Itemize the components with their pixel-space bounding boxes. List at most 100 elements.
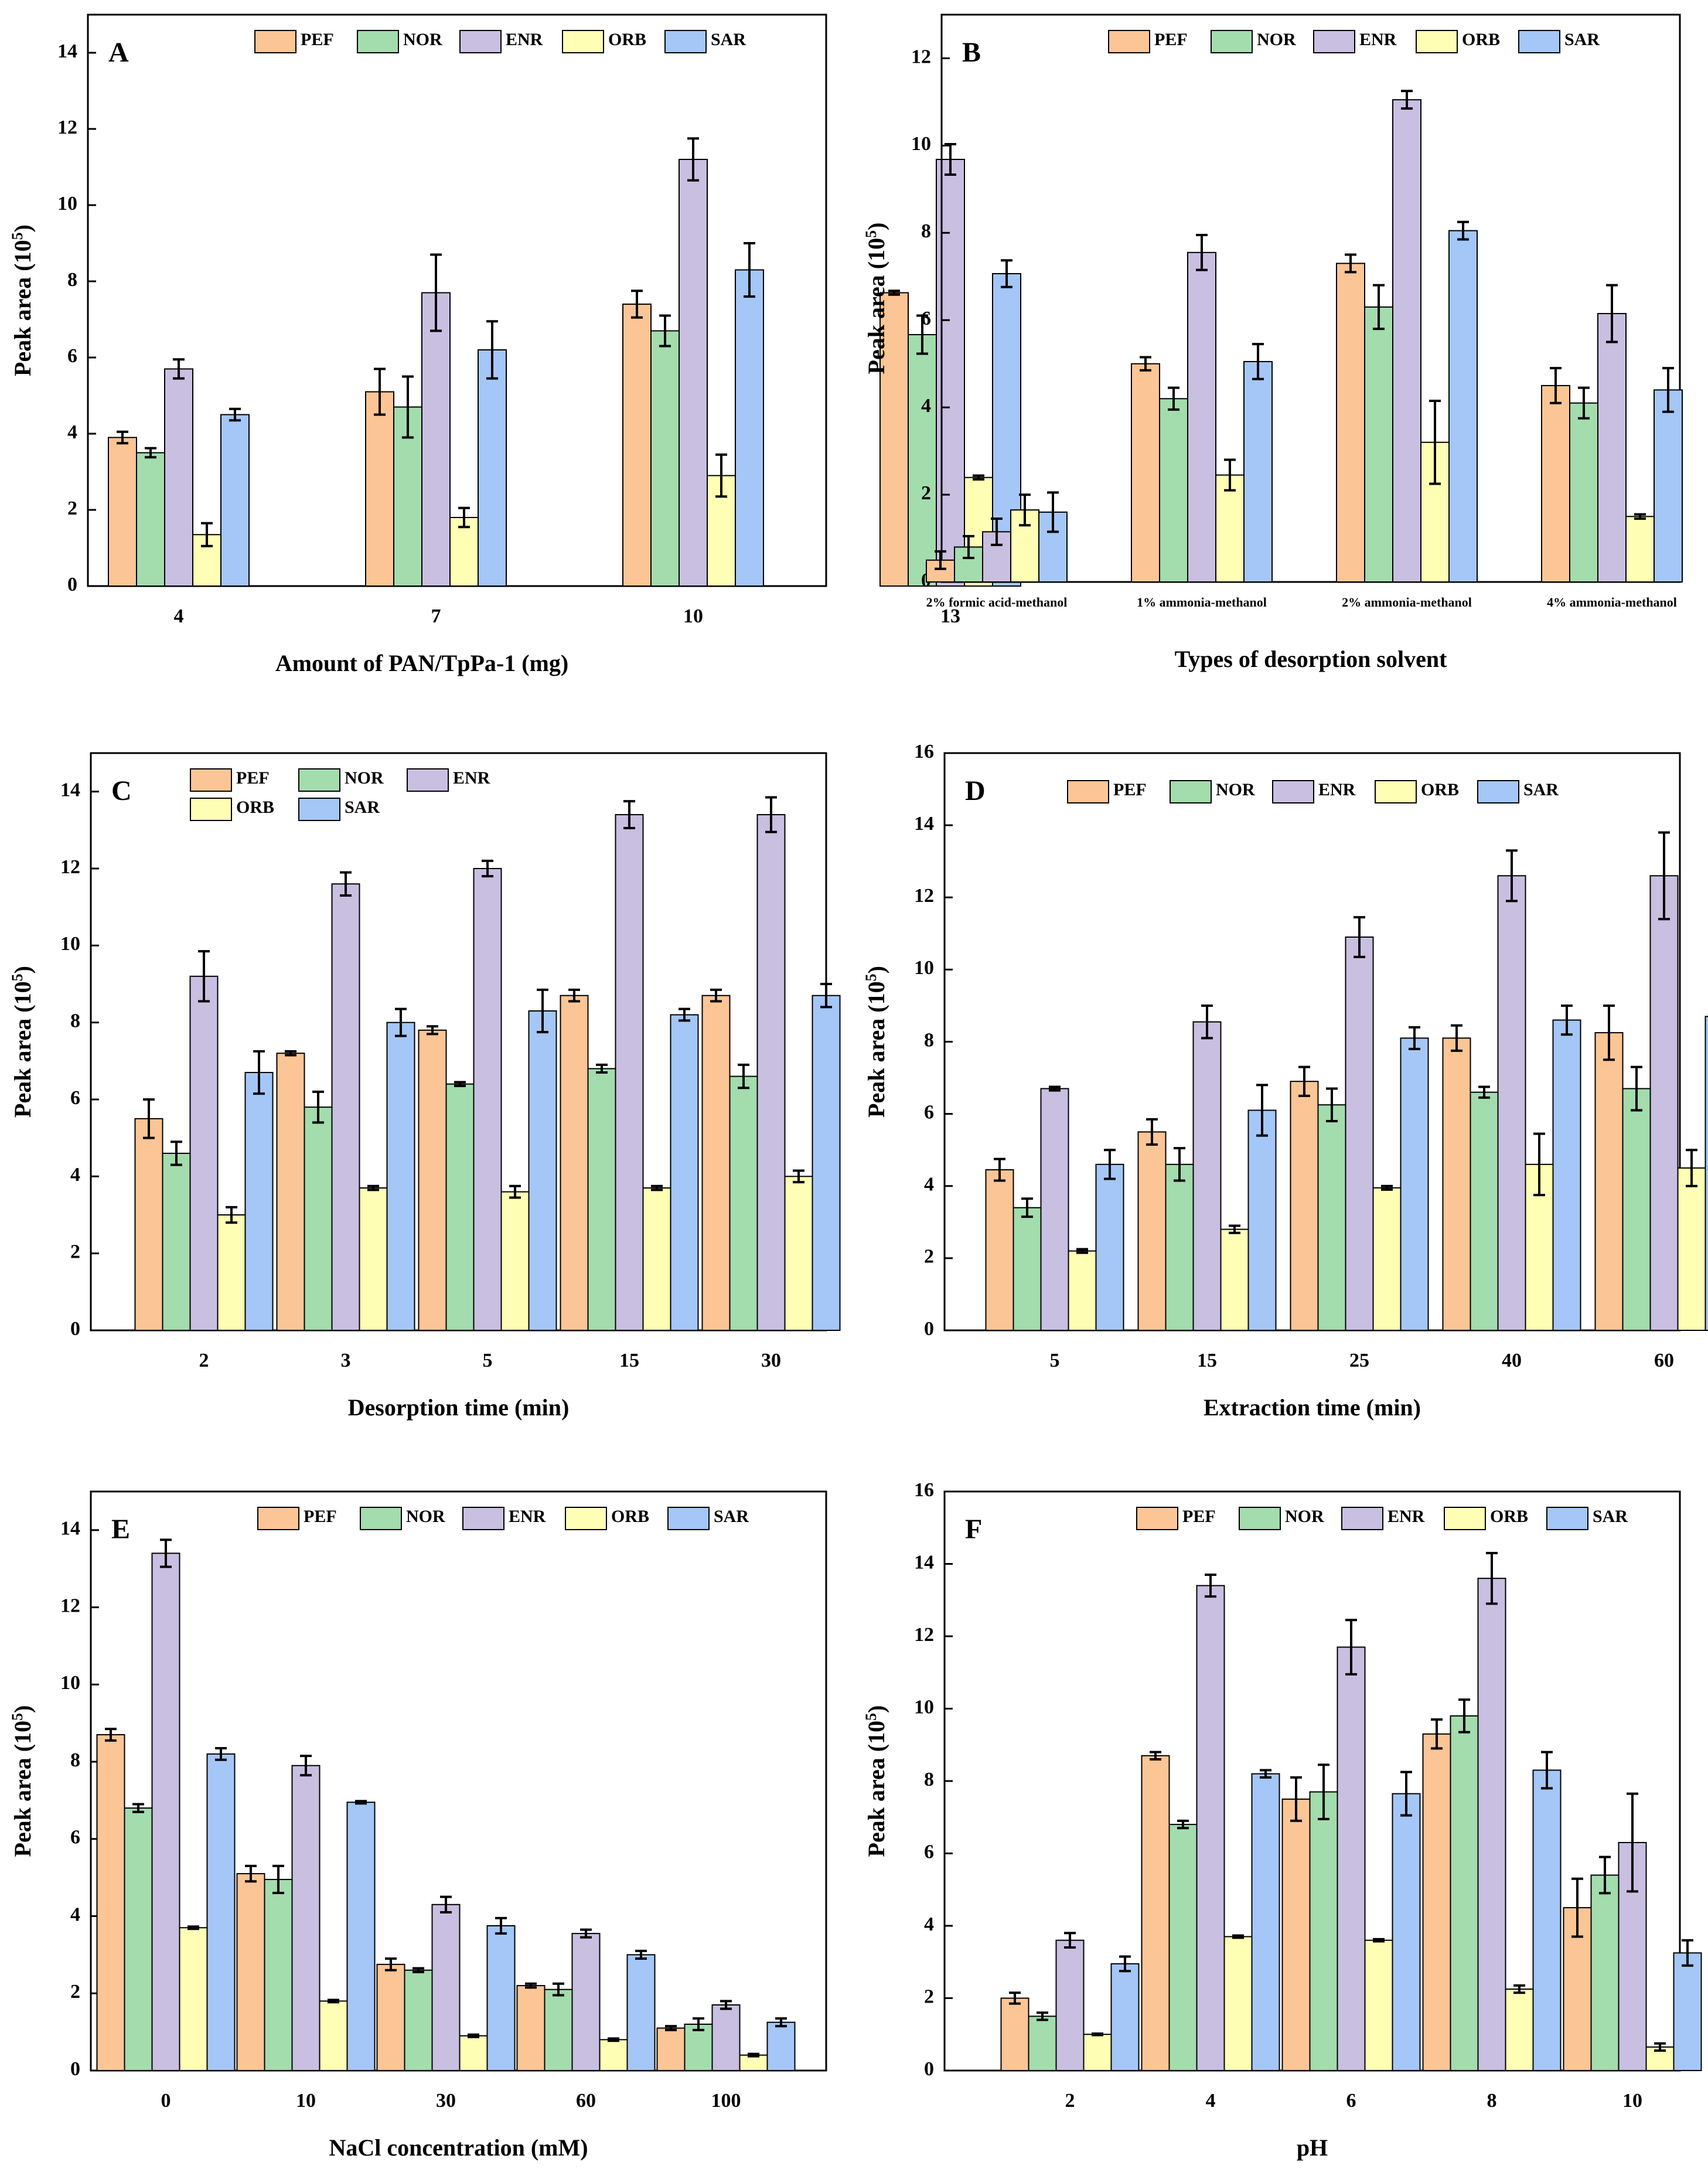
y-tick-label: 10 [60,933,80,955]
bar-enr [1040,1088,1069,1331]
y-axis-title-exponent: 5 [862,1713,879,1721]
legend-swatch-sar [298,798,340,821]
x-tick-label: 2 [1065,2090,1075,2112]
bar-pef [1290,1081,1319,1331]
y-tick-label: 6 [924,1101,934,1123]
y-tick-label: 2 [924,1986,934,2007]
bar-sar [766,2021,796,2072]
y-axis-title-exponent: 5 [9,232,26,240]
bar-orb [599,2039,628,2071]
bar-enr [711,2004,741,2072]
bar-orb [1220,1228,1249,1331]
bar-enr [1055,1939,1085,2072]
legend-swatch-pef [254,30,296,53]
bar-orb [784,1176,813,1331]
x-tick-label: 0 [161,2090,171,2112]
legend-label-enr: ENR [1359,30,1397,49]
bar-nor [1159,398,1188,583]
bar-nor [1317,1104,1346,1331]
legend-label-nor: NOR [1257,30,1296,49]
bar-sar [386,1021,415,1331]
legend-swatch-orb [1444,1507,1486,1530]
y-tick-label: 2 [921,482,931,504]
bar-enr [1477,1578,1506,2071]
bar-enr [1497,875,1526,1331]
legend-label-orb: ORB [1421,780,1459,799]
x-tick-label: 60 [1654,1350,1674,1371]
bar-nor [445,1083,475,1331]
plot-frame [940,13,1681,583]
legend-label-nor: NOR [1285,1507,1324,1526]
legend-swatch-nor [298,768,340,792]
y-axis-title: Peak area (105) [9,1705,36,1857]
legend-label-nor: NOR [345,768,384,788]
bar-enr [756,814,786,1332]
bar-enr [164,368,193,587]
legend-label-nor: NOR [406,1507,445,1526]
legend-swatch-pef [257,1507,299,1530]
bar-orb [642,1187,671,1331]
panel-letter: A [108,37,129,68]
y-axis-title-exponent: 5 [862,973,879,981]
bar-orb [1505,1988,1534,2071]
legend-label-pef: PEF [236,768,270,788]
y-tick-label: 10 [914,1696,934,1718]
panel-letter: D [965,775,986,806]
bar-sar [1448,230,1478,583]
bar-sar [1532,1769,1562,2072]
bar-pef [1422,1733,1451,2072]
bar-enr [1345,936,1374,1331]
bar-sar [1243,360,1273,583]
x-tick-label: 10 [1622,2090,1642,2112]
y-axis-title-main: Peak area (10 [863,1721,889,1857]
bar-sar [478,349,507,587]
legend-swatch-enr [1272,780,1314,803]
y-tick-label: 4 [924,1174,934,1196]
bar-nor [264,1878,293,2072]
y-tick-label: 14 [60,779,80,801]
legend-swatch-orb [190,798,232,821]
x-tick-label: 5 [483,1350,493,1371]
x-tick-label: 2 [199,1350,209,1371]
bar-pef [1137,1131,1167,1331]
bar-sar [1704,1016,1708,1331]
bar-nor [1028,2015,1057,2071]
panel-E: 0 2 4 6 8 10 12 14 0 10 30 60 100 E PEF NOR ENR ORB SAR NaC… [0,1477,854,2169]
bar-orb [1677,1167,1706,1331]
y-tick-label: 12 [60,1595,80,1616]
legend-swatch-orb [562,30,604,53]
y-axis-title: Peak area (105) [9,966,36,1118]
y-axis-title-main: Peak area (10 [863,981,889,1118]
y-axis-title: Peak area (105) [862,1705,890,1857]
legend-swatch-sar [664,30,707,53]
legend-swatch-orb [1375,780,1417,803]
x-tick-label: 2% ammonia-methanol [1342,595,1472,610]
bar-nor [908,334,937,587]
bar-nor [1450,1715,1479,2072]
legend-swatch-sar [1546,1507,1588,1530]
bar-enr [1649,875,1679,1331]
bar-sar [206,1753,236,2072]
bar-nor [544,1988,573,2071]
x-axis-title: Amount of PAN/TpPa-1 (mg) [275,650,568,676]
bar-sar [1552,1019,1581,1331]
panel-C: 0 2 4 6 8 10 12 14 2 3 5 15 30 C PEF NOR ENR ORB SAR Desorp… [0,738,854,1459]
x-tick-label: 60 [576,2090,596,2112]
y-axis-title-main: Peak area (10 [9,981,36,1118]
y-tick-label: 8 [70,1010,80,1031]
y-tick-label: 10 [57,193,77,214]
y-axis-title: Peak area (105) [862,223,890,374]
bar-sar [812,995,841,1331]
legend-swatch-enr [407,768,449,792]
bar-pef [418,1029,447,1331]
bar-nor [136,452,165,587]
x-tick-label: 25 [1349,1350,1369,1371]
legend-swatch-sar [1518,30,1560,53]
legend-swatch-pef [1067,780,1109,803]
legend-swatch-nor [357,30,399,53]
x-tick-label: 15 [1197,1350,1217,1371]
bar-pef [1281,1798,1311,2071]
bar-enr [473,868,502,1331]
y-axis-title-main: Peak area (10 [863,238,889,374]
